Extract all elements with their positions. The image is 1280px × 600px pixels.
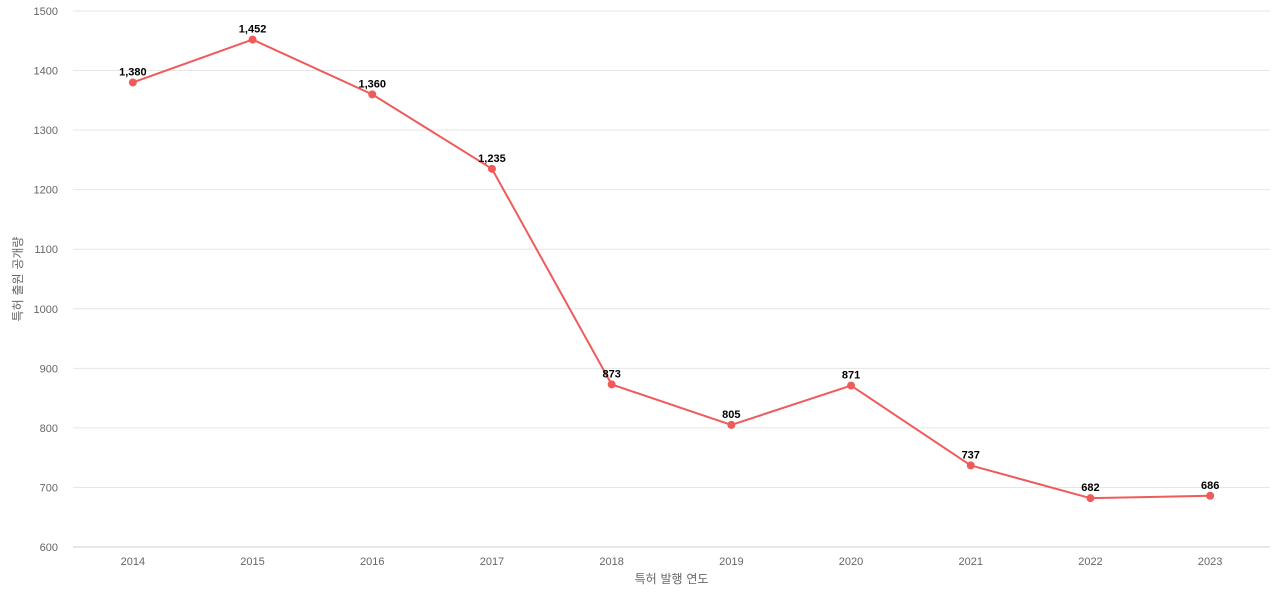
x-axis-ticks: 2014 2015 2016 2017 2018 2019 2020 2021 2022 2023 [121, 556, 1223, 568]
y-axis-title: 특허 출원 공개량 [11, 237, 25, 322]
data-label: 1,235 [478, 153, 506, 165]
data-label: 805 [722, 409, 740, 421]
y-tick-label: 1200 [34, 185, 58, 197]
data-point [1206, 491, 1215, 500]
data-label: 871 [842, 370, 860, 382]
data-label: 1,380 [119, 66, 147, 78]
y-tick-label: 1400 [34, 66, 58, 78]
data-point [607, 380, 616, 389]
x-tick-label: 2023 [1198, 556, 1222, 568]
x-tick-label: 2016 [360, 556, 384, 568]
data-label: 1,360 [358, 78, 386, 90]
data-point [966, 461, 975, 470]
x-tick-label: 2014 [121, 556, 145, 568]
y-tick-label: 1100 [34, 244, 58, 256]
data-label: 873 [602, 368, 620, 380]
y-tick-label: 1000 [34, 304, 58, 316]
data-point [487, 164, 496, 173]
data-label: 686 [1201, 480, 1219, 492]
y-tick-label: 1300 [34, 125, 58, 137]
data-point [128, 78, 137, 87]
series-line [132, 38, 1211, 500]
y-tick-label: 900 [40, 363, 58, 375]
data-label: 682 [1081, 482, 1099, 494]
y-tick-label: 700 [40, 482, 58, 494]
data-label: 1,452 [239, 24, 267, 36]
data-label: 737 [962, 449, 980, 461]
x-tick-label: 2021 [959, 556, 983, 568]
y-tick-label: 1500 [34, 6, 58, 18]
x-tick-label: 2018 [599, 556, 623, 568]
y-tick-label: 800 [40, 423, 58, 435]
data-point [368, 90, 377, 99]
data-points [128, 35, 1215, 503]
y-axis-ticks: 600 700 800 900 1000 1100 1200 1300 1400 1500 [34, 6, 58, 554]
data-point [847, 381, 856, 390]
data-point [1086, 494, 1095, 503]
x-tick-label: 2015 [240, 556, 264, 568]
x-tick-label: 2017 [480, 556, 504, 568]
data-point [727, 420, 736, 429]
x-tick-label: 2019 [719, 556, 743, 568]
data-point [248, 35, 257, 44]
gridlines [73, 10, 1270, 488]
y-tick-label: 600 [40, 542, 58, 554]
x-tick-label: 2022 [1078, 556, 1102, 568]
x-axis-title: 특허 발행 연도 [635, 571, 709, 586]
x-tick-label: 2020 [839, 556, 863, 568]
data-labels: 1,380 1,452 1,360 1,235 873 805 871 737 682 686 [119, 24, 1219, 495]
